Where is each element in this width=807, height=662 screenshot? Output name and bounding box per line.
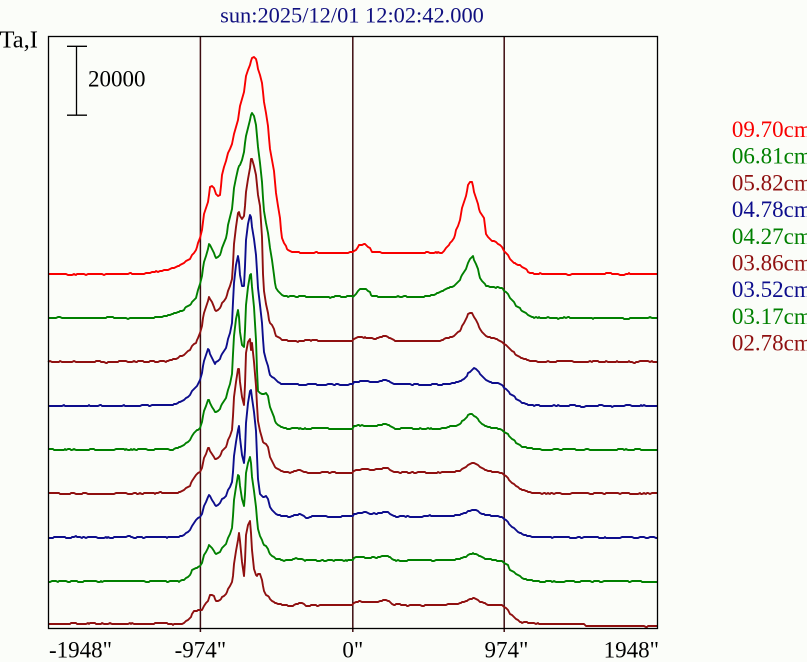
svg-text:03.52cm: 03.52cm [732, 277, 807, 302]
svg-text:20000: 20000 [88, 67, 146, 92]
svg-text:sun:2025/12/01 12:02:42.000: sun:2025/12/01 12:02:42.000 [220, 3, 484, 28]
svg-text:09.70cm: 09.70cm [732, 117, 807, 142]
svg-text:0": 0" [342, 638, 363, 662]
svg-text:05.82cm: 05.82cm [732, 170, 807, 195]
svg-text:-974": -974" [175, 638, 227, 662]
svg-text:02.78cm: 02.78cm [732, 331, 807, 356]
svg-text:04.27cm: 04.27cm [732, 224, 807, 249]
svg-text:1948": 1948" [604, 638, 659, 662]
svg-text:-1948": -1948" [49, 638, 112, 662]
svg-text:03.86cm: 03.86cm [732, 251, 807, 276]
svg-text:Ta,I: Ta,I [0, 27, 38, 54]
svg-text:974": 974" [485, 638, 529, 662]
svg-text:06.81cm: 06.81cm [732, 144, 807, 169]
svg-text:04.78cm: 04.78cm [732, 197, 807, 222]
svg-text:03.17cm: 03.17cm [732, 304, 807, 329]
